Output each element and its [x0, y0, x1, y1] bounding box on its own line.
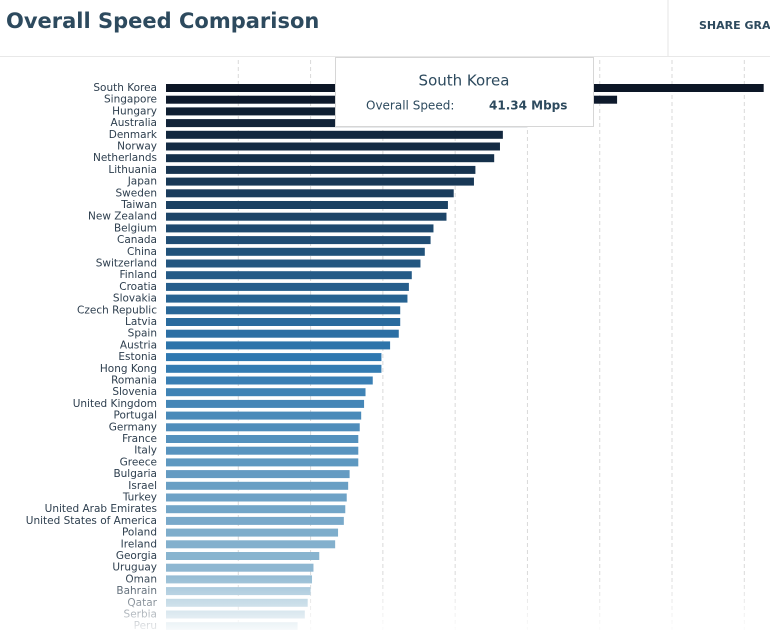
y-tick-label: Austria	[120, 339, 157, 351]
y-tick-label: United Kingdom	[73, 398, 157, 410]
y-tick-label: Lithuania	[108, 164, 157, 176]
y-tick-label: Canada	[117, 234, 157, 246]
bar	[166, 329, 399, 338]
bar	[166, 563, 314, 572]
y-tick-label: Estonia	[118, 351, 157, 363]
bar	[166, 224, 434, 233]
bar	[166, 399, 365, 408]
y-tick-label: New Zealand	[88, 211, 157, 223]
bar	[166, 259, 421, 268]
y-tick-label: Norway	[117, 141, 157, 153]
bar	[166, 236, 431, 245]
bar	[166, 364, 382, 373]
tooltip: South Korea Overall Speed: 41.34 Mbps	[335, 57, 594, 127]
y-tick-label: Spain	[128, 328, 157, 340]
tooltip-value: 41.34 Mbps	[489, 99, 567, 113]
bar	[166, 282, 409, 291]
y-tick-label: Denmark	[109, 129, 158, 141]
y-tick-label: Ireland	[121, 538, 157, 550]
bar	[166, 528, 339, 537]
tooltip-box	[335, 57, 594, 127]
y-tick-label: Finland	[119, 269, 157, 281]
bar	[166, 165, 476, 174]
bar	[166, 458, 359, 467]
bar	[166, 247, 425, 256]
bar	[166, 341, 391, 350]
bar	[166, 271, 412, 280]
y-tick-label: Latvia	[125, 316, 157, 328]
y-tick-label: Poland	[122, 527, 157, 539]
y-tick-label: United Arab Emirates	[45, 503, 157, 515]
bar	[166, 388, 366, 397]
y-tick-label: Portugal	[114, 410, 158, 422]
bar	[166, 177, 474, 186]
y-tick-label: Greece	[120, 456, 157, 468]
y-tick-label: Sweden	[116, 187, 158, 199]
bar	[166, 353, 382, 362]
y-tick-label: United States of America	[26, 515, 157, 527]
y-tick-label: Hong Kong	[100, 363, 157, 375]
bar	[166, 130, 503, 139]
y-tick-label: Romania	[111, 375, 157, 387]
y-tick-label: South Korea	[93, 82, 157, 94]
y-tick-label: Taiwan	[120, 199, 157, 211]
y-tick-label: Israel	[128, 480, 157, 492]
y-tick-label: China	[127, 246, 157, 258]
bar	[166, 505, 346, 514]
y-tick-label: Croatia	[119, 281, 157, 293]
tooltip-title: South Korea	[419, 72, 510, 90]
bar	[166, 142, 500, 151]
tooltip-label: Overall Speed:	[366, 99, 454, 113]
y-tick-label: Australia	[111, 117, 157, 129]
bar	[166, 201, 448, 209]
y-tick-label: Hungary	[112, 105, 157, 117]
bar	[166, 552, 320, 560]
bar	[166, 423, 360, 432]
y-tick-label: Georgia	[116, 550, 157, 562]
bar	[166, 435, 359, 443]
y-tick-label: Switzerland	[96, 258, 157, 270]
bar	[166, 516, 344, 525]
bar	[166, 540, 336, 549]
y-tick-label: Netherlands	[93, 152, 157, 164]
y-tick-label: Slovakia	[113, 293, 157, 305]
bar	[166, 318, 401, 326]
y-tick-label: Belgium	[114, 222, 157, 234]
y-tick-label: Slovenia	[112, 386, 157, 398]
y-tick-label: Singapore	[104, 94, 157, 106]
y-tick-label: Uruguay	[112, 562, 157, 574]
y-tick-label: Germany	[109, 421, 157, 433]
page-title: Overall Speed Comparison	[6, 9, 319, 33]
bar	[166, 154, 495, 163]
y-tick-label: Japan	[127, 176, 157, 188]
bar	[166, 411, 362, 420]
y-tick-label: Czech Republic	[77, 304, 157, 316]
bar	[166, 470, 350, 479]
fade-overlay	[0, 575, 770, 630]
y-tick-label: Italy	[134, 445, 157, 457]
bar	[166, 294, 408, 303]
bar	[166, 189, 454, 198]
bar	[166, 306, 401, 315]
bar	[166, 481, 349, 490]
y-tick-label: Bulgaria	[113, 468, 157, 480]
bar	[166, 446, 359, 455]
y-tick-label: France	[122, 433, 157, 445]
bar	[166, 493, 347, 502]
bar	[166, 212, 447, 221]
y-tick-label: Turkey	[122, 492, 157, 504]
bar	[166, 376, 373, 385]
share-button[interactable]: SHARE GRAPH	[699, 19, 770, 32]
